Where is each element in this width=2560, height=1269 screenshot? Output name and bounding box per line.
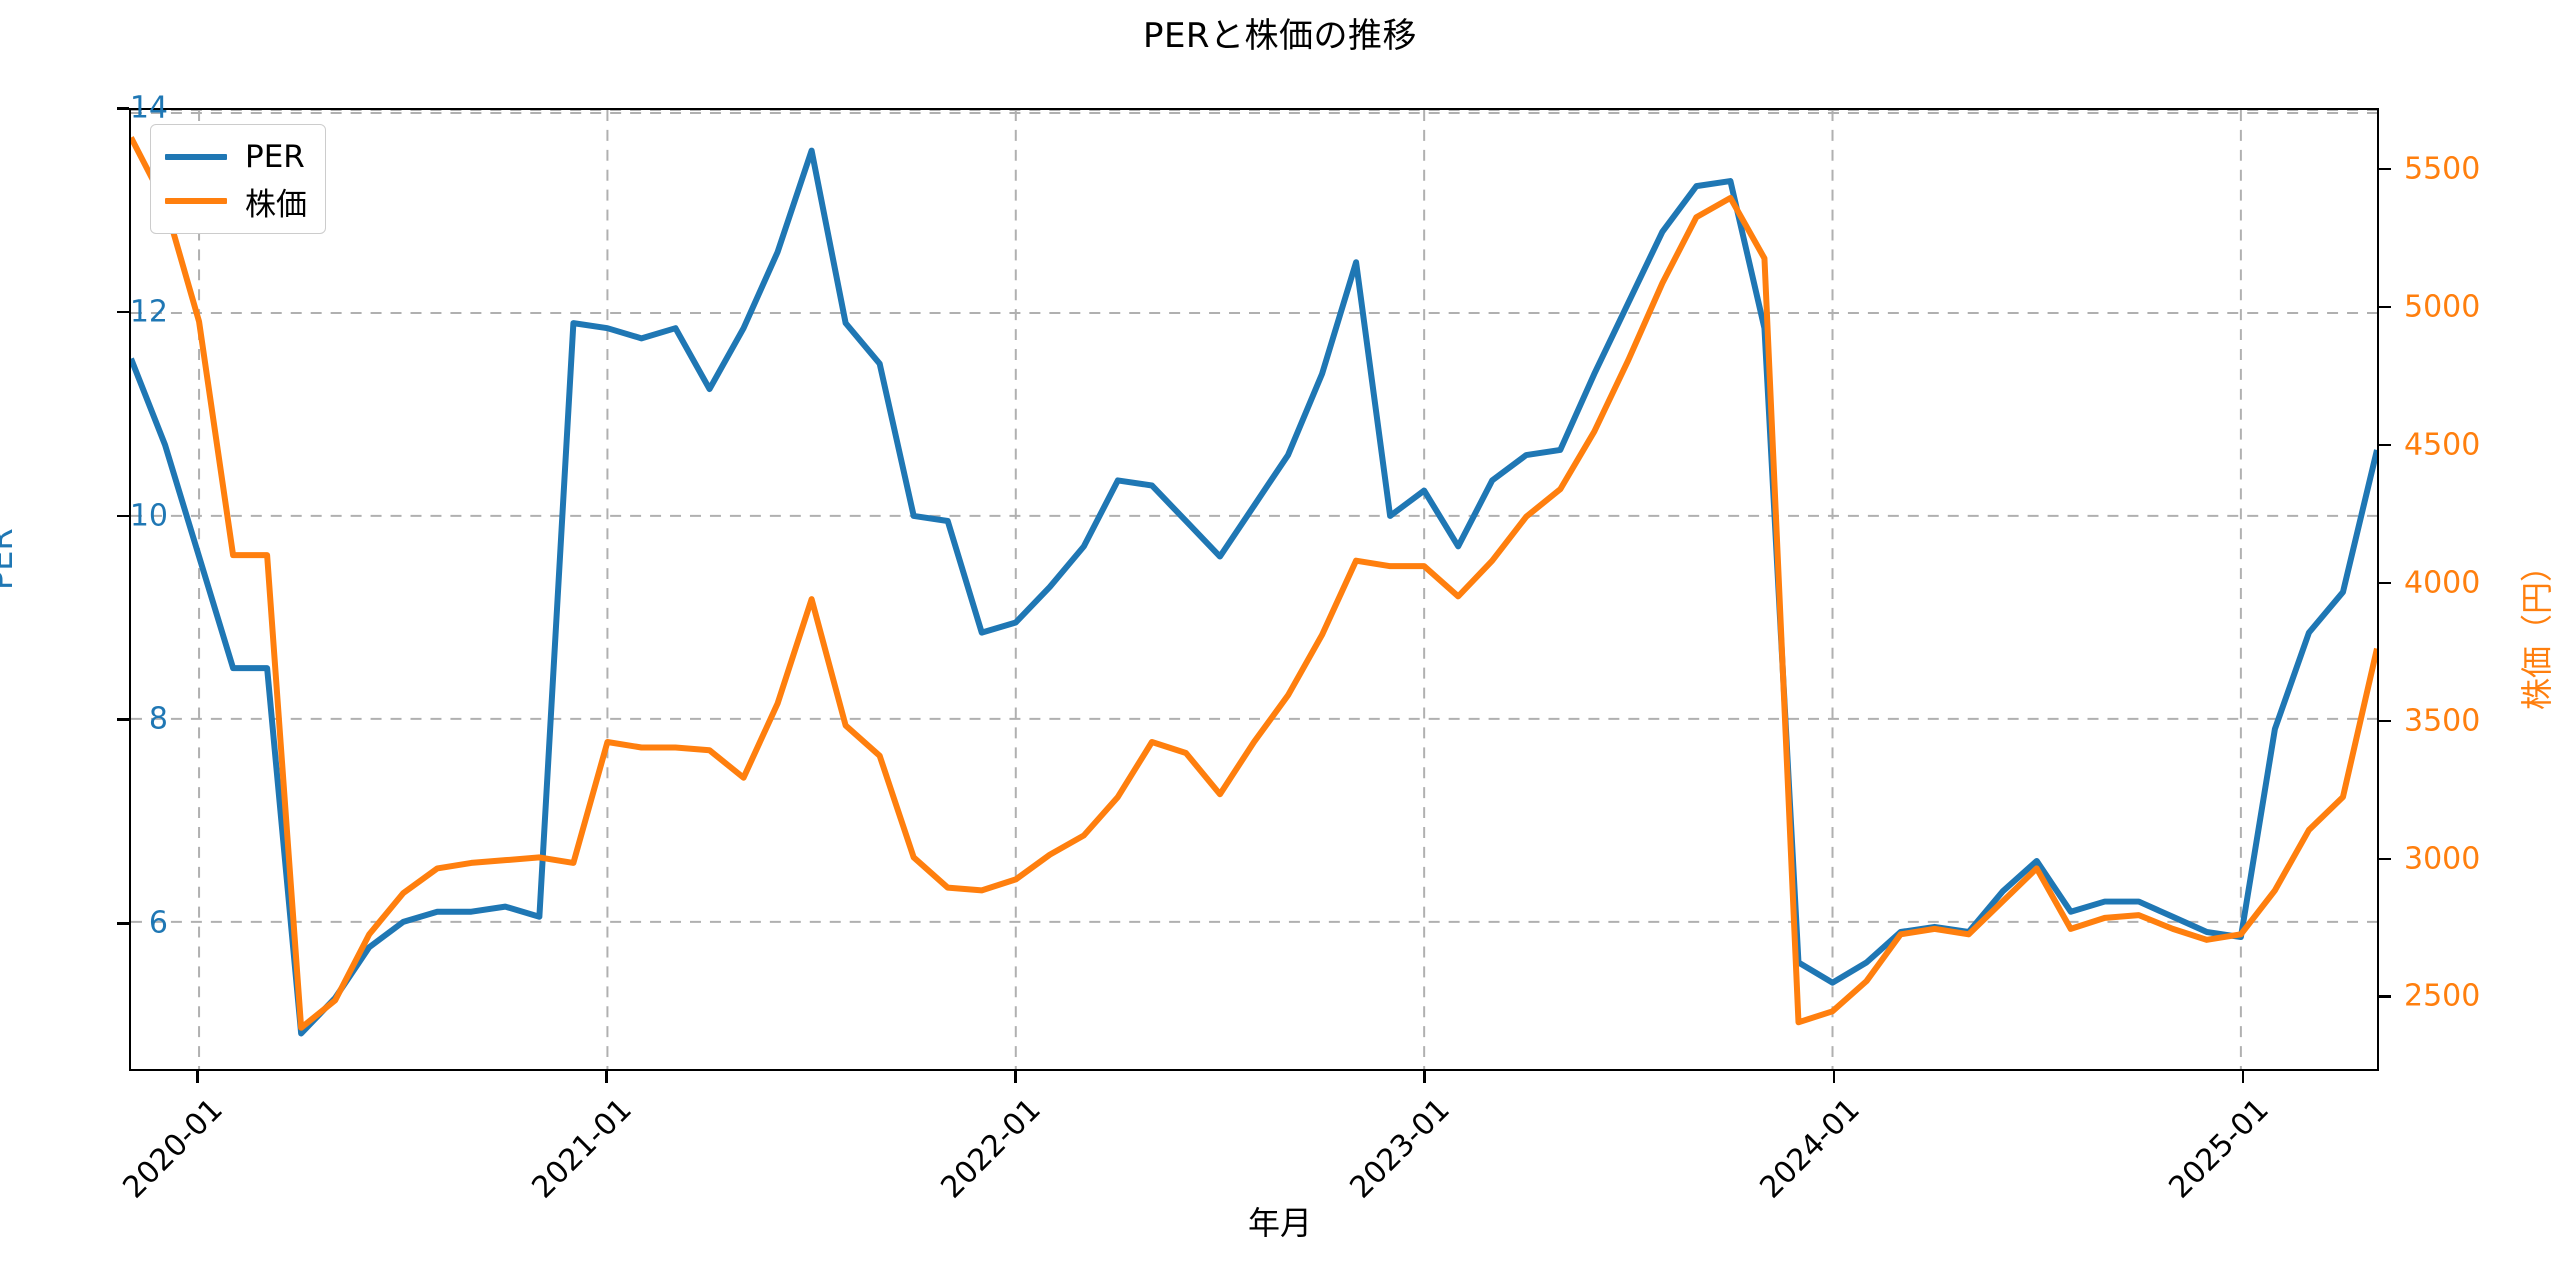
y-tick-mark-left: [117, 718, 129, 721]
y-tick-mark-right: [2379, 857, 2391, 861]
page-title: PERと株価の推移: [1142, 16, 1418, 56]
x-tick-mark: [1832, 1071, 1836, 1083]
y-tick-mark-left: [117, 107, 129, 110]
data-series: [131, 136, 2377, 1037]
y-tick-mark-right: [2379, 167, 2391, 171]
y-tick-label-right: 3000: [2404, 841, 2481, 877]
y-tick-label-right: 5000: [2404, 289, 2481, 325]
x-tick-mark: [1014, 1071, 1017, 1083]
y-axis-label-left: PER: [0, 528, 20, 590]
x-axis-label: 年月: [1247, 1204, 1312, 1242]
legend-item-PER[interactable]: PER: [165, 135, 307, 179]
y-tick-label-right: 3500: [2404, 703, 2481, 739]
y-axis-label-right: 株価（円）: [2518, 549, 2556, 710]
chart-legend: PER 株価: [150, 124, 326, 234]
x-tick-mark: [196, 1071, 199, 1083]
legend-swatch-icon: [165, 154, 227, 160]
y-tick-mark-right: [2379, 443, 2391, 447]
plot-area: [129, 108, 2379, 1071]
y-tick-mark-right: [2379, 305, 2391, 309]
legend-label: 株価: [245, 186, 307, 223]
x-tick-mark: [2241, 1071, 2245, 1083]
legend-item-株価[interactable]: 株価: [165, 179, 307, 223]
y-tick-label-left: 12: [129, 294, 168, 330]
y-tick-label-right: 5500: [2404, 151, 2481, 187]
y-tick-mark-left: [117, 922, 129, 925]
grid-lines: [131, 110, 2377, 1069]
series-line-株価: [131, 136, 2377, 1031]
y-tick-mark-left: [117, 310, 129, 314]
y-tick-label-right: 4000: [2404, 565, 2481, 601]
y-tick-mark-right: [2379, 719, 2391, 723]
x-tick-mark: [1423, 1071, 1426, 1083]
x-tick-mark: [605, 1071, 608, 1083]
y-tick-label-left: 10: [129, 498, 168, 534]
y-tick-mark-right: [2379, 581, 2391, 585]
y-tick-label-left: 14: [129, 90, 168, 126]
legend-swatch-icon: [165, 198, 227, 204]
y-tick-label-right: 2500: [2404, 978, 2481, 1014]
y-tick-label-right: 4500: [2404, 427, 2481, 463]
y-tick-label-left: 6: [148, 905, 168, 941]
legend-label: PER: [245, 139, 305, 175]
y-tick-label-left: 8: [148, 701, 168, 737]
series-line-PER: [131, 147, 2377, 1037]
y-tick-mark-left: [117, 514, 129, 518]
y-tick-mark-right: [2379, 995, 2391, 998]
